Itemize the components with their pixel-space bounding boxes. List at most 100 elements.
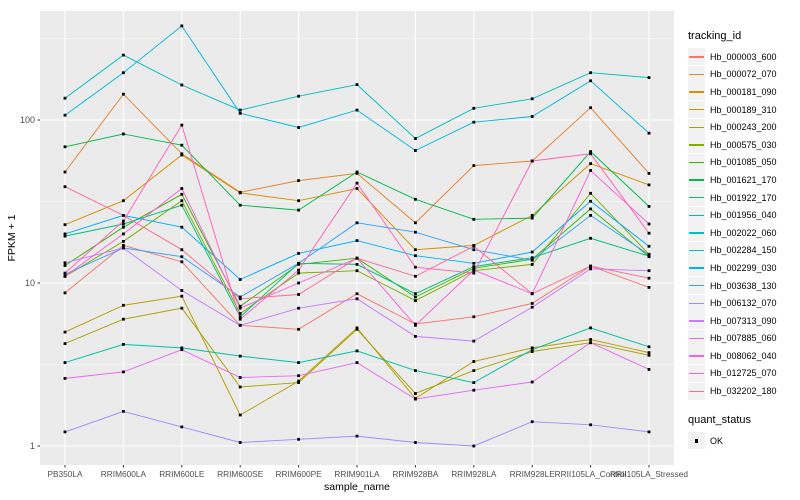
data-point — [355, 108, 359, 112]
data-point — [122, 317, 125, 321]
legend-entry-Hb_008062_040: Hb_008062_040 — [688, 347, 798, 365]
data-point — [530, 115, 534, 118]
legend-color-line — [689, 320, 704, 322]
data-point — [589, 267, 592, 271]
legend-label: Hb_006132_070 — [710, 298, 777, 309]
data-point — [180, 255, 184, 259]
legend-color-line — [689, 249, 704, 252]
data-point — [63, 232, 67, 236]
data-point — [122, 132, 125, 136]
data-point — [238, 317, 242, 321]
legend-key-swatch — [688, 101, 705, 119]
data-point — [414, 221, 417, 225]
data-point — [238, 323, 242, 327]
legend-color-line — [689, 179, 704, 181]
data-point — [297, 437, 300, 441]
data-point — [530, 256, 534, 260]
x-tick-label: RRIM600LE — [159, 469, 205, 479]
legend-label: Hb_000003_600 — [710, 51, 777, 62]
legend-entry-Hb_007313_090: Hb_007313_090 — [688, 312, 798, 330]
data-point — [238, 203, 242, 207]
data-point — [472, 244, 476, 248]
data-point — [63, 223, 67, 227]
data-point — [355, 327, 359, 331]
data-point — [355, 83, 359, 86]
legend-entry-Hb_012725_070: Hb_012725_070 — [688, 364, 798, 383]
data-point — [63, 361, 67, 364]
data-point — [355, 239, 359, 242]
data-point — [647, 222, 651, 226]
data-point — [589, 326, 592, 330]
data-point — [472, 106, 476, 110]
data-point — [297, 381, 300, 384]
legend-key-swatch — [688, 241, 705, 259]
data-point — [63, 234, 67, 238]
legend-key-swatch — [688, 153, 705, 171]
data-point — [414, 397, 417, 401]
legend-color-line — [689, 197, 704, 199]
data-point — [238, 278, 242, 281]
data-point — [589, 199, 592, 203]
legend-color-line — [689, 285, 704, 287]
data-point — [355, 434, 359, 438]
legend-color-line — [689, 56, 704, 58]
x-tick-label: RRIM928LA — [451, 469, 497, 479]
data-point — [297, 293, 300, 296]
data-point — [472, 339, 476, 343]
data-point — [589, 264, 592, 268]
data-point — [122, 370, 125, 374]
data-point — [297, 94, 300, 98]
legend-key-swatch — [688, 83, 705, 101]
data-point — [238, 191, 242, 195]
legend-entry-Hb_000243_200: Hb_000243_200 — [688, 118, 798, 136]
data-point — [180, 83, 184, 87]
data-point — [63, 145, 67, 149]
legend: tracking_id Hb_000003_600 Hb_000072_070 Hb… — [688, 30, 798, 450]
data-point — [647, 351, 651, 354]
data-point — [530, 214, 534, 217]
data-point — [472, 217, 476, 221]
data-point — [414, 197, 417, 201]
x-tick-label: PB350LA — [47, 469, 83, 479]
data-point — [589, 79, 592, 83]
data-point — [472, 120, 476, 124]
data-point — [647, 353, 651, 357]
x-tick-label: RRIM600PE — [276, 469, 323, 479]
data-point — [297, 126, 300, 129]
data-point — [180, 187, 184, 190]
x-tick-label: RRII105LA_Control — [555, 469, 627, 479]
data-point — [122, 410, 125, 413]
data-point — [180, 425, 184, 429]
data-point — [297, 361, 300, 364]
legend-entries: Hb_000003_600 Hb_000072_070 Hb_000181_090 H… — [688, 48, 798, 400]
data-point — [589, 150, 592, 153]
legend-color-line — [689, 214, 704, 217]
data-point — [122, 246, 125, 250]
data-point — [180, 346, 184, 350]
data-point — [355, 187, 359, 190]
legend-color-line — [689, 267, 704, 269]
data-point — [414, 323, 417, 327]
data-point — [589, 106, 592, 110]
data-point — [180, 294, 184, 298]
data-point — [472, 265, 476, 268]
data-point — [238, 297, 242, 301]
data-point — [297, 374, 300, 378]
data-point — [297, 327, 300, 331]
data-point — [180, 260, 184, 264]
legend-color-line — [689, 372, 704, 375]
legend-label: Hb_032202_180 — [710, 386, 777, 397]
data-point — [63, 342, 67, 345]
data-point — [63, 185, 67, 189]
legend-color-line — [689, 109, 704, 111]
legend-key-swatch — [688, 171, 705, 189]
data-point — [472, 369, 476, 372]
data-point — [414, 295, 417, 299]
data-point — [647, 286, 651, 289]
legend-label: Hb_001956_040 — [710, 210, 777, 221]
data-point — [238, 306, 242, 310]
legend-label: Hb_000243_200 — [710, 122, 777, 133]
data-point — [238, 111, 242, 115]
data-point — [238, 312, 242, 315]
data-point — [180, 143, 184, 147]
